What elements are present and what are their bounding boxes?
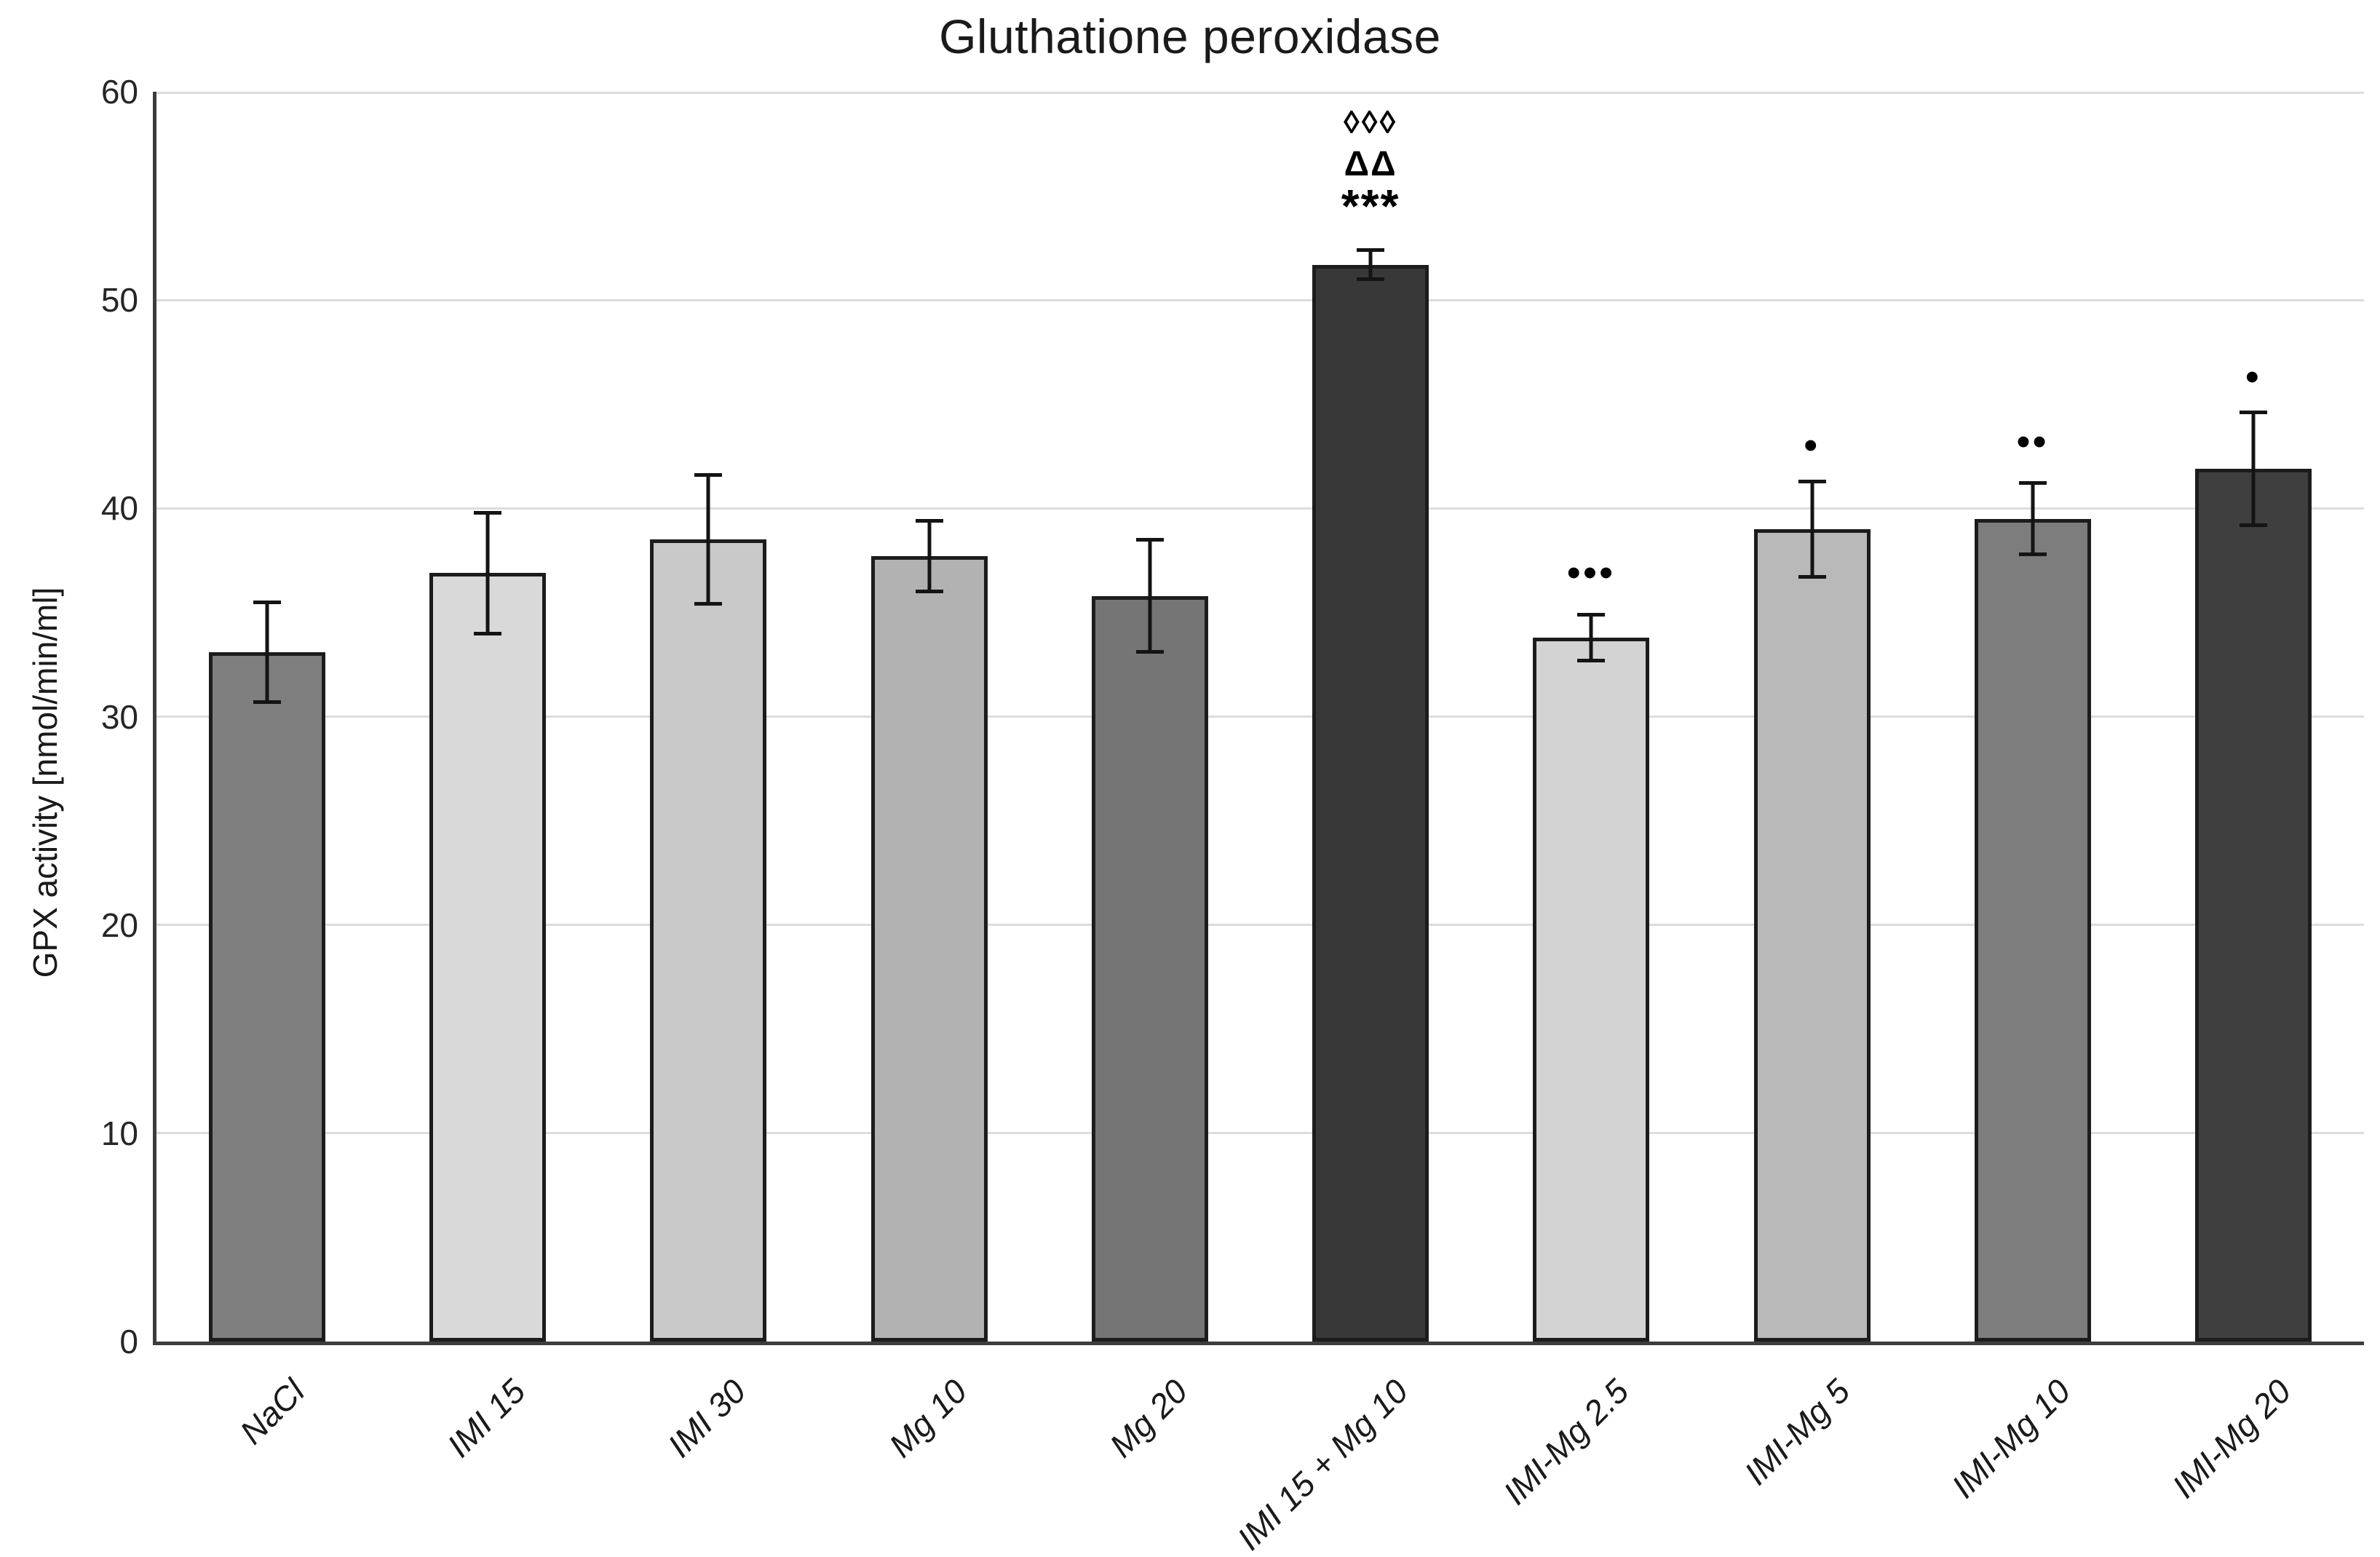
gridline bbox=[156, 716, 2364, 718]
error-bar bbox=[2031, 483, 2035, 555]
error-bar-cap bbox=[1798, 479, 1826, 483]
error-bar bbox=[1589, 614, 1593, 661]
gridline bbox=[156, 924, 2364, 927]
bar bbox=[1533, 637, 1650, 1342]
x-tick-label: IMI 15 + Mg 10 bbox=[1229, 1371, 1416, 1557]
significance-annotation: ••• bbox=[1567, 552, 1616, 595]
error-bar bbox=[1368, 250, 1373, 280]
x-tick-label: IMI 15 bbox=[440, 1371, 533, 1465]
bar bbox=[650, 539, 767, 1342]
x-tick-label: NaCl bbox=[232, 1371, 312, 1451]
x-tick-label: IMI-Mg 2.5 bbox=[1496, 1371, 1636, 1512]
error-bar-cap bbox=[694, 602, 723, 606]
y-tick-label: 0 bbox=[119, 1323, 138, 1360]
plot-area: ◊◊◊ ΔΔ *** ••• • •• • bbox=[153, 92, 2364, 1345]
significance-annotation: •• bbox=[2016, 420, 2050, 463]
y-tick-label: 10 bbox=[100, 1114, 138, 1152]
bar bbox=[870, 556, 988, 1342]
chart-title: Gluthatione peroxidase bbox=[939, 9, 1441, 63]
x-tick-label: IMI-Mg 10 bbox=[1944, 1371, 2078, 1505]
bar bbox=[1975, 518, 2092, 1342]
error-bar-cap bbox=[1798, 575, 1826, 579]
error-bar-cap bbox=[1577, 612, 1606, 617]
x-tick-label: IMI 30 bbox=[660, 1371, 753, 1465]
error-bar-cap bbox=[473, 631, 501, 635]
x-tick-label: Mg 10 bbox=[881, 1371, 975, 1465]
y-tick-label: 50 bbox=[100, 281, 138, 320]
bar bbox=[1091, 595, 1208, 1342]
error-bar-cap bbox=[1135, 650, 1164, 654]
error-bar-cap bbox=[1357, 277, 1385, 282]
x-tick-label: Mg 20 bbox=[1102, 1371, 1195, 1465]
error-bar-cap bbox=[1135, 537, 1164, 542]
error-bar bbox=[1810, 481, 1814, 577]
error-bar-cap bbox=[915, 590, 943, 594]
bar-slot bbox=[819, 92, 1039, 1342]
y-tick-label: 40 bbox=[100, 489, 138, 528]
error-bar bbox=[706, 475, 710, 604]
x-tick-label: IMI-Mg 20 bbox=[2165, 1371, 2298, 1505]
error-bar-cap bbox=[253, 700, 281, 704]
bar bbox=[1312, 264, 1429, 1342]
y-tick-label: 20 bbox=[100, 906, 138, 944]
error-bar-cap bbox=[915, 519, 943, 523]
y-tick-label: 60 bbox=[100, 73, 138, 111]
error-bar bbox=[2251, 412, 2256, 526]
bar-slot bbox=[377, 92, 598, 1342]
bar-slot: • bbox=[2143, 92, 2364, 1342]
significance-annotation: *** bbox=[1341, 180, 1400, 233]
significance-annotation: • bbox=[2245, 356, 2262, 399]
error-bar-cap bbox=[253, 600, 281, 604]
error-bar-cap bbox=[2240, 411, 2268, 415]
significance-annotation: ΔΔ bbox=[1344, 145, 1397, 184]
error-bar bbox=[1148, 539, 1152, 652]
error-bar-cap bbox=[2019, 481, 2047, 486]
bar-slot: •• bbox=[1922, 92, 2143, 1342]
error-bar bbox=[265, 602, 269, 702]
bar-slot bbox=[1039, 92, 1260, 1342]
significance-annotation: • bbox=[1804, 424, 1820, 467]
y-tick-label: 30 bbox=[100, 697, 138, 736]
bar-slot: ◊◊◊ ΔΔ *** bbox=[1261, 92, 1481, 1342]
bar bbox=[208, 651, 325, 1342]
gridline bbox=[156, 507, 2364, 510]
gridline bbox=[156, 298, 2364, 301]
error-bar-cap bbox=[2240, 523, 2268, 527]
error-bar bbox=[927, 520, 932, 592]
error-bar-cap bbox=[1577, 658, 1606, 662]
error-bar-cap bbox=[2019, 552, 2047, 556]
error-bar bbox=[485, 512, 490, 634]
bar bbox=[429, 573, 546, 1342]
bar bbox=[2195, 468, 2312, 1342]
gridline bbox=[156, 1132, 2364, 1135]
bar-slot bbox=[156, 92, 377, 1342]
bar bbox=[1753, 528, 1871, 1342]
bar-slot: ••• bbox=[1481, 92, 1702, 1342]
error-bar-cap bbox=[694, 473, 723, 478]
x-tick-label: IMI-Mg 5 bbox=[1737, 1371, 1857, 1492]
bar-slot: • bbox=[1702, 92, 1922, 1342]
significance-annotation: ◊◊◊ bbox=[1344, 104, 1398, 140]
gridline bbox=[156, 92, 2364, 94]
error-bar-cap bbox=[1357, 247, 1385, 252]
bar-slot bbox=[598, 92, 819, 1342]
error-bar-cap bbox=[473, 510, 501, 515]
